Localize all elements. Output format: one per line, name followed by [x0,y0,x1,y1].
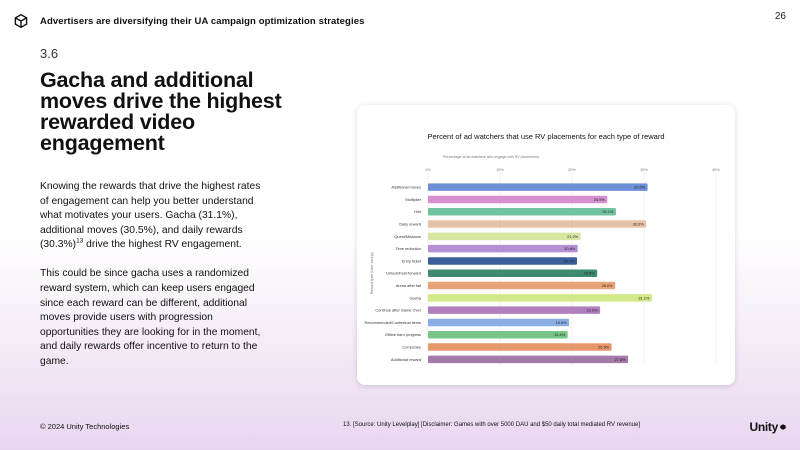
bar [428,331,568,339]
category-label: Recommended/Contextual items [365,320,421,325]
bar [428,355,629,364]
category-label: Offline earn progress [385,332,421,337]
body-paragraph-1-end: drive the highest RV engagement. [83,239,242,251]
data-label: 26.0% [602,283,614,288]
chart-subtitle: Percentage of ad watchers who engage wit… [443,155,539,159]
footnote-ref: 13 [76,237,84,245]
data-label: 26.1% [602,209,614,214]
data-label: 20.7% [563,258,575,263]
category-label: Unlock/Fast-forward [386,271,421,276]
category-label: Gacha [410,295,422,300]
bar [428,294,652,302]
data-label: 20.8% [564,246,576,251]
data-label: 19.6% [556,320,568,325]
bar [428,244,578,253]
y-axis-label: Reward type (User-facing) [370,252,374,294]
bar [428,269,598,277]
chart-card: Percent of ad watchers that use RV place… [357,105,735,385]
data-label: 23.9% [587,308,599,313]
bar [428,232,581,241]
data-label: 19.4% [554,332,566,337]
unity-cube-icon [14,14,28,28]
data-label: 30.5% [634,185,646,190]
bar [428,195,608,204]
bar [428,183,648,191]
category-label: Additional moves [391,185,421,190]
category-label: Daily reward [399,221,421,226]
x-tick-label: 0% [425,168,431,172]
x-tick-label: 20% [568,168,576,172]
category-label: Additional reward [391,357,421,362]
header: Advertisers are diversifying their UA ca… [14,14,364,28]
bar [428,257,578,265]
bar [428,208,616,216]
unity-cube-small-icon [780,424,786,430]
page-title: Gacha and additional moves drive the hig… [40,68,282,155]
x-tick-label: 10% [496,168,504,172]
section-number: 3.6 [40,46,59,61]
data-label: 30.3% [633,221,645,226]
category-label: Arena after fail [396,283,421,288]
body-paragraph-2: This could be since gacha uses a randomi… [40,268,261,368]
page-number: 26 [774,11,786,22]
bar [428,318,570,327]
body-text: Knowing the rewards that drive the highe… [40,180,262,384]
unity-wordmark: Unity [749,420,778,434]
unity-logo: Unity [749,420,786,434]
data-label: 31.1% [638,295,650,300]
footnote: 13. [Source: Unity Levelplay] [Disclaime… [343,422,641,428]
chart-title: Percent of ad watchers that use RV place… [427,132,665,141]
data-label: 21.2% [567,234,579,239]
body-paragraph-1-main: Knowing the rewards that drive the highe… [40,181,261,251]
data-label: 25.5% [598,344,610,349]
category-label: Hint [414,209,422,214]
category-label: Quest/Missions [394,234,421,239]
x-tick-label: 30% [640,168,648,172]
copyright: © 2024 Unity Technologies [40,422,130,431]
bar [428,343,612,351]
data-label: 27.8% [615,357,627,362]
category-label: Currencies [402,344,421,349]
category-label: Multiplier [405,197,421,202]
category-label: Entry ticket [402,258,422,263]
category-label: Time reduction [395,246,421,251]
data-label: 23.5% [584,271,596,276]
x-tick-label: 40% [712,168,720,172]
bar [428,220,647,228]
header-title: Advertisers are diversifying their UA ca… [40,15,365,27]
category-label: Continue after Game Over [375,308,421,313]
bar-chart: Percentage of ad watchers who engage wit… [365,155,720,366]
data-label: 24.9% [594,197,606,202]
body-paragraph-1: Knowing the rewards that drive the highe… [40,180,262,253]
bar [428,306,601,314]
bar [428,281,616,290]
